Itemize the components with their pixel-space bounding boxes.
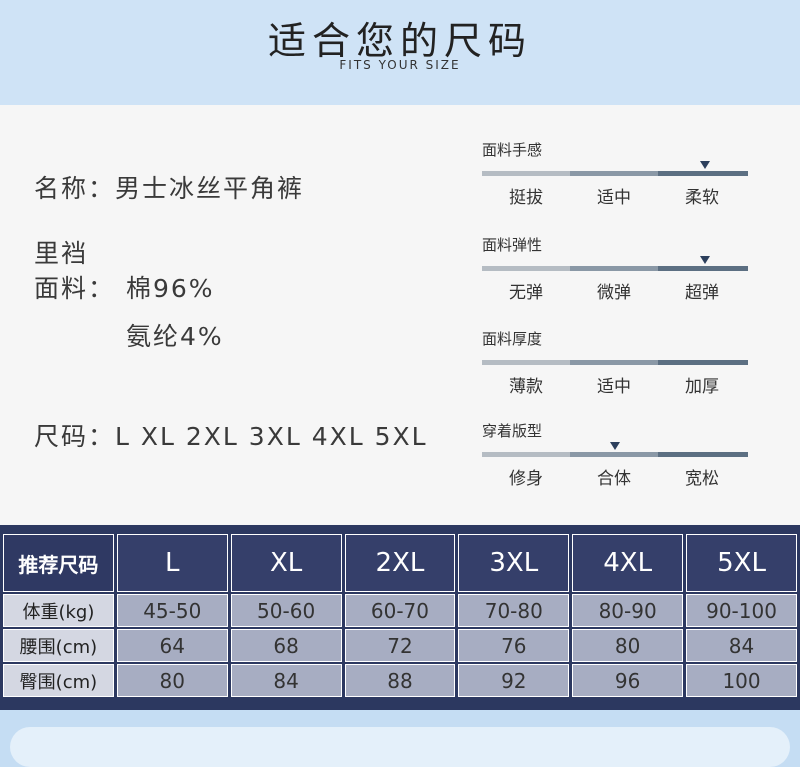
table-header-cell: 推荐尺码: [3, 534, 114, 592]
scale-bar: [482, 452, 748, 457]
table-cell: 60-70: [344, 594, 456, 627]
product-name: 名称：男士冰丝平角裤: [34, 174, 305, 203]
table-cell: 腰围(cm): [3, 629, 114, 662]
fabric-label: 面料：: [34, 274, 116, 303]
table-cell: 体重(kg): [3, 594, 114, 627]
scale-option: 挺拔: [509, 188, 543, 208]
table-cell: 92: [458, 664, 570, 697]
table-cell: 90-100: [686, 594, 797, 627]
size-table: 推荐尺码 L XL 2XL 3XL 4XL 5XL 体重(kg) 45-50 5…: [0, 532, 800, 699]
scale-option: 宽松: [685, 469, 719, 489]
size-list: 尺码：L XL 2XL 3XL 4XL 5XL: [34, 422, 428, 451]
table-cell: 84: [230, 664, 342, 697]
scale-option: 适中: [597, 377, 631, 397]
table-cell: 72: [344, 629, 456, 662]
size-table-panel: 推荐尺码 L XL 2XL 3XL 4XL 5XL 体重(kg) 45-50 5…: [0, 525, 800, 710]
table-header-cell: 2XL: [344, 534, 456, 592]
page-subtitle: FITS YOUR SIZE: [339, 58, 461, 72]
table-cell: 96: [572, 664, 684, 697]
scale-option: 合体: [597, 469, 631, 489]
table-row: 腰围(cm) 64 68 72 76 80 84: [3, 629, 797, 662]
table-row: 臀围(cm) 80 84 88 92 96 100: [3, 664, 797, 697]
table-header-cell: 5XL: [686, 534, 797, 592]
scale-option: 加厚: [685, 377, 719, 397]
table-cell: 84: [686, 629, 797, 662]
scale-option: 适中: [597, 188, 631, 208]
table-cell: 76: [458, 629, 570, 662]
table-cell: 80: [572, 629, 684, 662]
scale-option: 修身: [509, 469, 543, 489]
table-cell: 70-80: [458, 594, 570, 627]
scale-bar: [482, 171, 748, 176]
scale-option: 薄款: [509, 377, 543, 397]
table-header-cell: 4XL: [572, 534, 684, 592]
page-title: 适合您的尺码: [267, 19, 532, 63]
table-cell: 100: [686, 664, 797, 697]
table-cell: 80-90: [572, 594, 684, 627]
table-cell: 64: [116, 629, 228, 662]
scale-option: 无弹: [509, 283, 543, 303]
scale-bar: [482, 360, 748, 365]
fabric-cotton: 棉96%: [126, 274, 215, 303]
table-cell: 88: [344, 664, 456, 697]
table-header-cell: L: [116, 534, 228, 592]
table-header-cell: XL: [230, 534, 342, 592]
scale-bar: [482, 266, 748, 271]
selected-marker-icon: [700, 161, 710, 169]
table-header-cell: 3XL: [458, 534, 570, 592]
table-header-row: 推荐尺码 L XL 2XL 3XL 4XL 5XL: [3, 534, 797, 592]
fabric-spandex: 氨纶4%: [126, 322, 224, 351]
scale-label: 面料弹性: [482, 236, 543, 254]
table-cell: 50-60: [230, 594, 342, 627]
header-band: [0, 0, 800, 105]
table-row: 体重(kg) 45-50 50-60 60-70 70-80 80-90 90-…: [3, 594, 797, 627]
scale-option: 微弹: [597, 283, 631, 303]
scale-label: 面料手感: [482, 141, 543, 159]
next-section-card: [10, 727, 790, 767]
scale-option: 柔软: [685, 188, 719, 208]
scale-label: 面料厚度: [482, 330, 543, 348]
lining-label: 里裆: [34, 239, 89, 268]
table-cell: 68: [230, 629, 342, 662]
selected-marker-icon: [700, 256, 710, 264]
product-info-panel: 名称：男士冰丝平角裤 里裆 面料： 棉96% 氨纶4% 尺码：L XL 2XL …: [0, 105, 800, 525]
table-cell: 臀围(cm): [3, 664, 114, 697]
table-cell: 45-50: [116, 594, 228, 627]
scale-option: 超弹: [685, 283, 719, 303]
selected-marker-icon: [610, 442, 620, 450]
table-cell: 80: [116, 664, 228, 697]
scale-label: 穿着版型: [482, 422, 543, 440]
